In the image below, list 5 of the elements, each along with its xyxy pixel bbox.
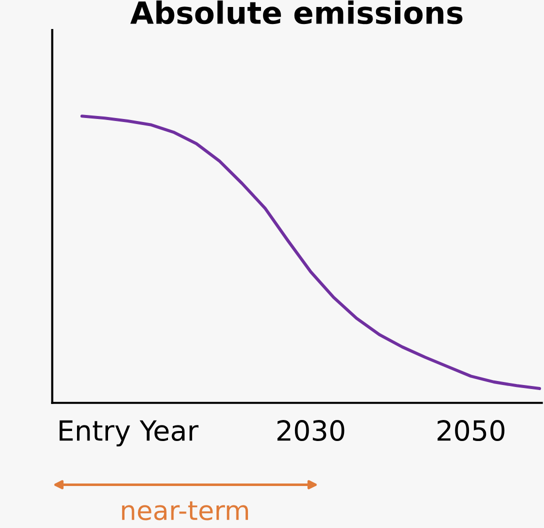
x-tick-label: 2050 [438, 420, 504, 442]
chart-title: Absolute emissions [130, 0, 462, 24]
x-tick-label: Entry Year [60, 420, 198, 446]
x-tick-label: 2030 [277, 420, 344, 442]
text: near-term [122, 501, 248, 520]
